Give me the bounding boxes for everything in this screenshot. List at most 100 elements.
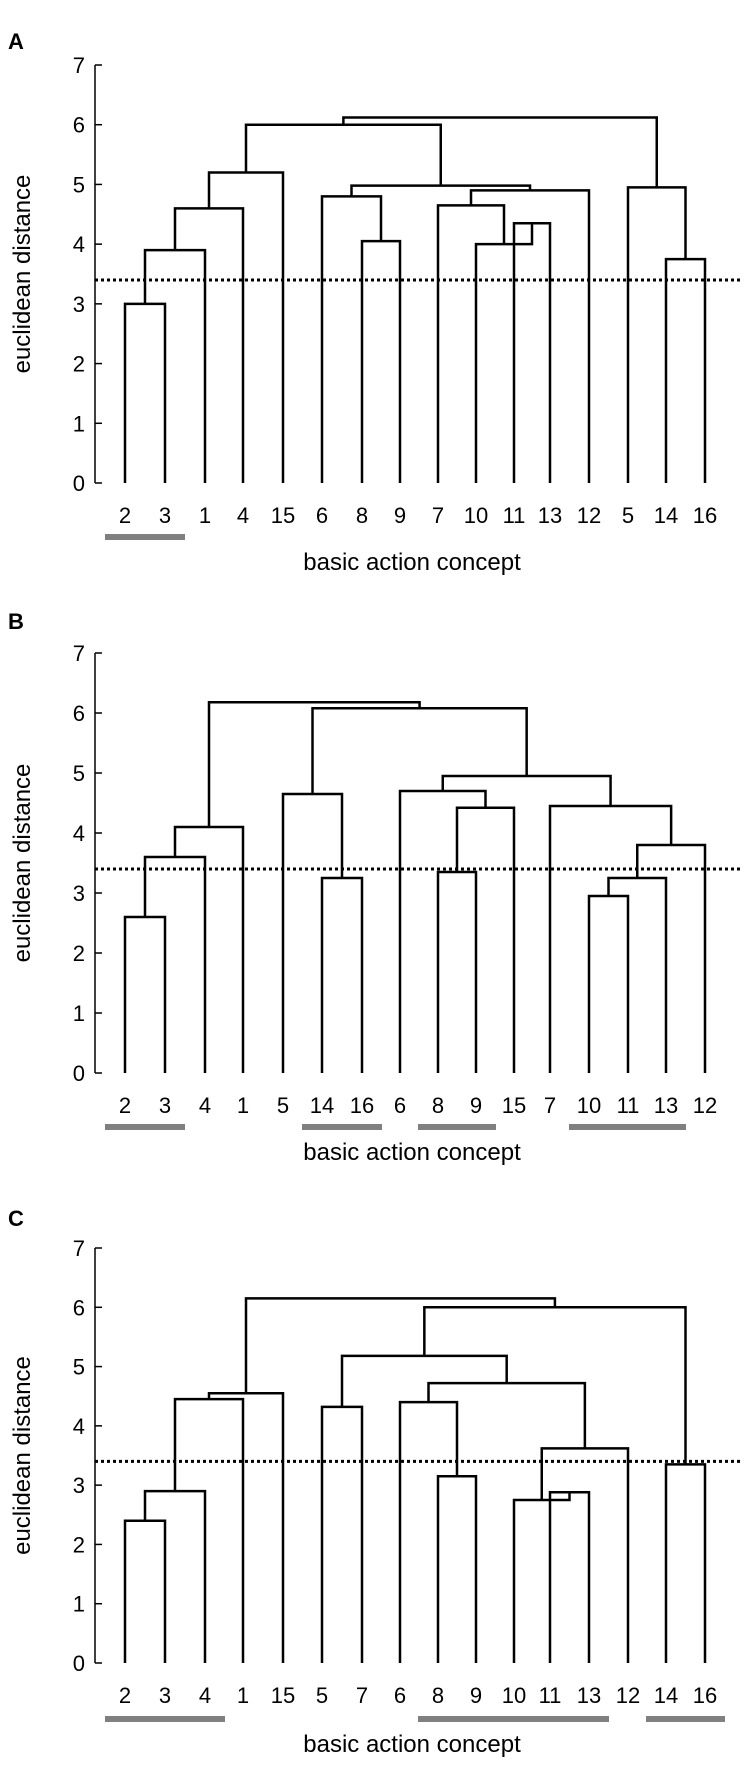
merge-link bbox=[436, 870, 478, 1073]
merge-link bbox=[427, 1381, 587, 1449]
leaf-label: 14 bbox=[654, 1683, 678, 1708]
leaf-label: 13 bbox=[577, 1683, 601, 1708]
y-tick-label: 5 bbox=[73, 172, 85, 197]
x-axis-title: basic action concept bbox=[303, 549, 521, 576]
merge-link bbox=[143, 1489, 207, 1663]
leaf-label: 16 bbox=[693, 503, 717, 528]
group-underline bbox=[105, 1716, 225, 1722]
merge-link bbox=[320, 876, 364, 1073]
leaf-label: 4 bbox=[199, 1093, 211, 1118]
panel-letter: A bbox=[8, 29, 24, 54]
leaf-label: 2 bbox=[119, 503, 131, 528]
y-tick-label: 3 bbox=[73, 881, 85, 906]
leaf-label: 8 bbox=[356, 503, 368, 528]
y-tick-label: 1 bbox=[73, 1001, 85, 1026]
merge-link bbox=[143, 855, 207, 1073]
group-underline bbox=[418, 1124, 496, 1130]
leaf-label: 9 bbox=[394, 503, 406, 528]
merge-link bbox=[320, 195, 383, 483]
leaf-label: 10 bbox=[502, 1683, 526, 1708]
y-tick-label: 0 bbox=[73, 471, 85, 496]
group-underline bbox=[418, 1716, 496, 1722]
leaf-label: 1 bbox=[199, 503, 211, 528]
leaf-label: 10 bbox=[577, 1093, 601, 1118]
leaf-label: 14 bbox=[310, 1093, 334, 1118]
merge-link bbox=[398, 1400, 459, 1663]
y-tick-label: 5 bbox=[73, 1355, 85, 1380]
y-tick-label: 5 bbox=[73, 761, 85, 786]
group-underline bbox=[302, 1124, 382, 1130]
leaf-label: 6 bbox=[316, 503, 328, 528]
y-tick-label: 4 bbox=[73, 232, 85, 257]
y-tick-label: 6 bbox=[73, 701, 85, 726]
group-underline bbox=[646, 1716, 725, 1722]
leaf-label: 7 bbox=[544, 1093, 556, 1118]
merge-link bbox=[664, 1463, 707, 1663]
merge-link bbox=[455, 806, 516, 1073]
panel-letter: B bbox=[8, 609, 24, 634]
merge-link bbox=[350, 184, 532, 197]
y-tick-label: 2 bbox=[73, 941, 85, 966]
leaf-label: 5 bbox=[622, 503, 634, 528]
leaf-label: 15 bbox=[271, 503, 295, 528]
merge-link bbox=[664, 257, 707, 483]
leaf-label: 12 bbox=[616, 1683, 640, 1708]
y-tick-label: 1 bbox=[73, 411, 85, 436]
y-tick-label: 3 bbox=[73, 1473, 85, 1498]
merge-link bbox=[123, 1519, 167, 1663]
group-underline bbox=[569, 1124, 686, 1130]
group-underline bbox=[494, 1716, 609, 1722]
leaf-label: 2 bbox=[119, 1683, 131, 1708]
merge-link bbox=[244, 123, 442, 186]
merge-link bbox=[474, 223, 534, 483]
merge-link bbox=[436, 204, 506, 483]
y-tick-label: 7 bbox=[73, 641, 85, 666]
merge-link bbox=[143, 248, 207, 483]
merge-link bbox=[469, 189, 591, 483]
leaf-label: 12 bbox=[577, 503, 601, 528]
group-underline bbox=[105, 1124, 185, 1130]
leaf-label: 15 bbox=[502, 1093, 526, 1118]
merge-link bbox=[512, 221, 552, 483]
leaf-label: 8 bbox=[432, 1683, 444, 1708]
merge-link bbox=[207, 1392, 285, 1663]
y-tick-label: 4 bbox=[73, 821, 85, 846]
merge-link bbox=[398, 789, 487, 1073]
y-tick-label: 2 bbox=[73, 1532, 85, 1557]
leaf-label: 6 bbox=[394, 1683, 406, 1708]
merge-link bbox=[626, 186, 687, 483]
y-tick-label: 0 bbox=[73, 1061, 85, 1086]
merge-link bbox=[342, 116, 658, 188]
merge-link bbox=[123, 302, 167, 483]
y-tick-label: 6 bbox=[73, 1295, 85, 1320]
leaf-label: 2 bbox=[119, 1093, 131, 1118]
merge-link bbox=[607, 876, 668, 1073]
leaf-label: 14 bbox=[654, 503, 678, 528]
merge-link bbox=[360, 239, 402, 483]
leaf-label: 11 bbox=[503, 503, 526, 528]
merge-link bbox=[207, 700, 421, 827]
merge-link bbox=[207, 171, 285, 483]
group-underline bbox=[105, 534, 185, 540]
y-axis-title: euclidean distance bbox=[9, 175, 36, 374]
leaf-label: 9 bbox=[470, 1093, 482, 1118]
merge-link bbox=[311, 706, 528, 794]
merge-link bbox=[548, 1491, 591, 1663]
merge-link bbox=[244, 1297, 557, 1394]
y-axis-title: euclidean distance bbox=[9, 1356, 36, 1555]
leaf-label: 4 bbox=[199, 1683, 211, 1708]
leaf-label: 3 bbox=[159, 503, 171, 528]
leaf-label: 9 bbox=[470, 1683, 482, 1708]
leaf-label: 13 bbox=[654, 1093, 678, 1118]
leaf-label: 4 bbox=[237, 503, 249, 528]
leaf-label: 1 bbox=[237, 1683, 249, 1708]
leaf-label: 7 bbox=[432, 503, 444, 528]
leaf-label: 13 bbox=[538, 503, 562, 528]
leaf-label: 11 bbox=[539, 1683, 562, 1708]
leaf-label: 15 bbox=[271, 1683, 295, 1708]
merge-link bbox=[512, 1492, 571, 1663]
x-axis-title: basic action concept bbox=[303, 1139, 521, 1166]
